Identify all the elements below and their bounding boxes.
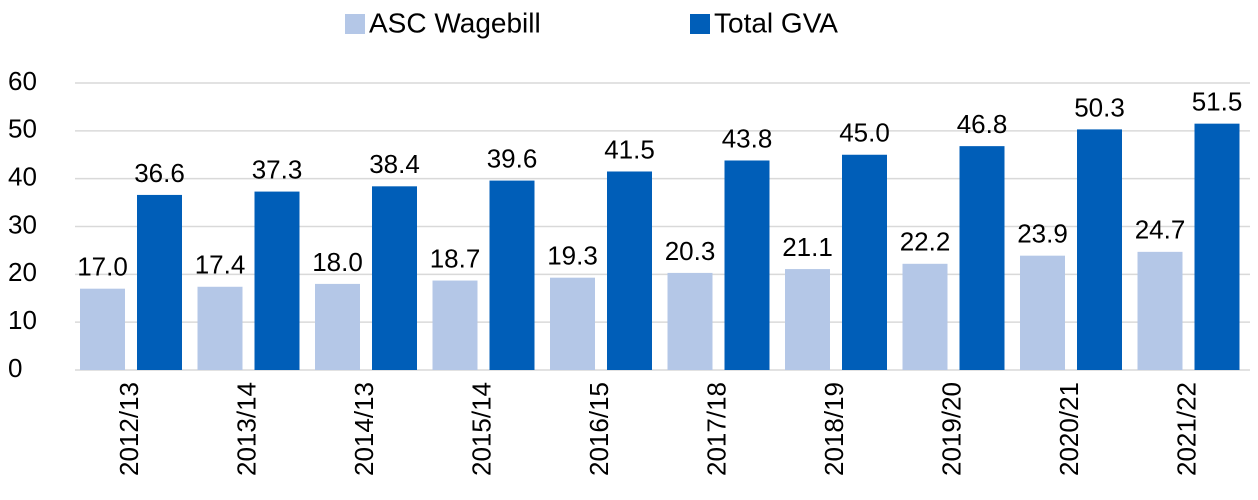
bar xyxy=(1020,255,1065,370)
bar xyxy=(315,283,360,370)
bar xyxy=(432,280,478,370)
data-label: 43.8 xyxy=(722,123,773,153)
data-label: 45.0 xyxy=(839,118,890,148)
bar xyxy=(902,263,948,370)
x-tick-label: 2014/13 xyxy=(349,382,379,476)
bar xyxy=(550,277,595,370)
data-label: 24.7 xyxy=(1135,215,1186,245)
x-tick-label: 2012/13 xyxy=(114,382,144,476)
bar xyxy=(80,288,125,370)
y-tick-label: 0 xyxy=(8,353,22,383)
legend-label: Total GVA xyxy=(714,7,838,38)
data-label: 38.4 xyxy=(369,149,420,179)
y-tick-label: 10 xyxy=(8,305,37,335)
data-label: 19.3 xyxy=(547,241,598,271)
bar xyxy=(959,146,1005,370)
data-label: 39.6 xyxy=(487,143,538,173)
x-tick-label: 2018/19 xyxy=(819,382,849,476)
x-tick-label: 2019/20 xyxy=(936,382,966,476)
x-tick-label: 2017/18 xyxy=(701,382,731,476)
data-label: 51.5 xyxy=(1192,87,1243,117)
bar xyxy=(607,171,652,370)
bar xyxy=(667,272,713,370)
legend-label: ASC Wagebill xyxy=(369,7,541,38)
data-label: 50.3 xyxy=(1074,92,1125,122)
bar xyxy=(785,269,830,370)
data-label: 18.7 xyxy=(430,243,481,273)
y-tick-label: 40 xyxy=(8,162,37,192)
data-label: 46.8 xyxy=(957,109,1008,139)
x-tick-label: 2016/15 xyxy=(584,382,614,476)
data-label: 41.5 xyxy=(604,134,655,164)
y-tick-label: 30 xyxy=(8,209,37,239)
x-tick-label: 2013/14 xyxy=(231,382,261,476)
legend-swatch xyxy=(345,14,365,34)
y-tick-label: 60 xyxy=(8,66,37,96)
x-tick-label: 2020/21 xyxy=(1054,382,1084,476)
bar xyxy=(137,194,182,370)
data-label: 18.0 xyxy=(312,247,363,277)
data-label: 36.6 xyxy=(134,158,185,188)
bar xyxy=(842,154,887,370)
bar xyxy=(489,180,535,370)
data-label: 17.0 xyxy=(77,252,128,282)
bar xyxy=(197,286,243,370)
data-label: 22.2 xyxy=(900,227,951,257)
x-tick-label: 2021/22 xyxy=(1171,382,1201,476)
bar xyxy=(1137,251,1183,370)
x-tick-label: 2015/14 xyxy=(466,382,496,476)
data-label: 23.9 xyxy=(1017,219,1068,249)
legend-swatch xyxy=(690,14,710,34)
bar xyxy=(1194,123,1240,371)
bar xyxy=(724,160,770,370)
y-tick-label: 50 xyxy=(8,114,37,144)
data-label: 20.3 xyxy=(665,236,716,266)
bar xyxy=(254,191,300,370)
data-label: 17.4 xyxy=(195,250,246,280)
y-tick-label: 20 xyxy=(8,257,37,287)
bar xyxy=(372,186,417,370)
data-label: 21.1 xyxy=(782,232,833,262)
bar xyxy=(1077,129,1122,370)
data-label: 37.3 xyxy=(252,154,303,184)
